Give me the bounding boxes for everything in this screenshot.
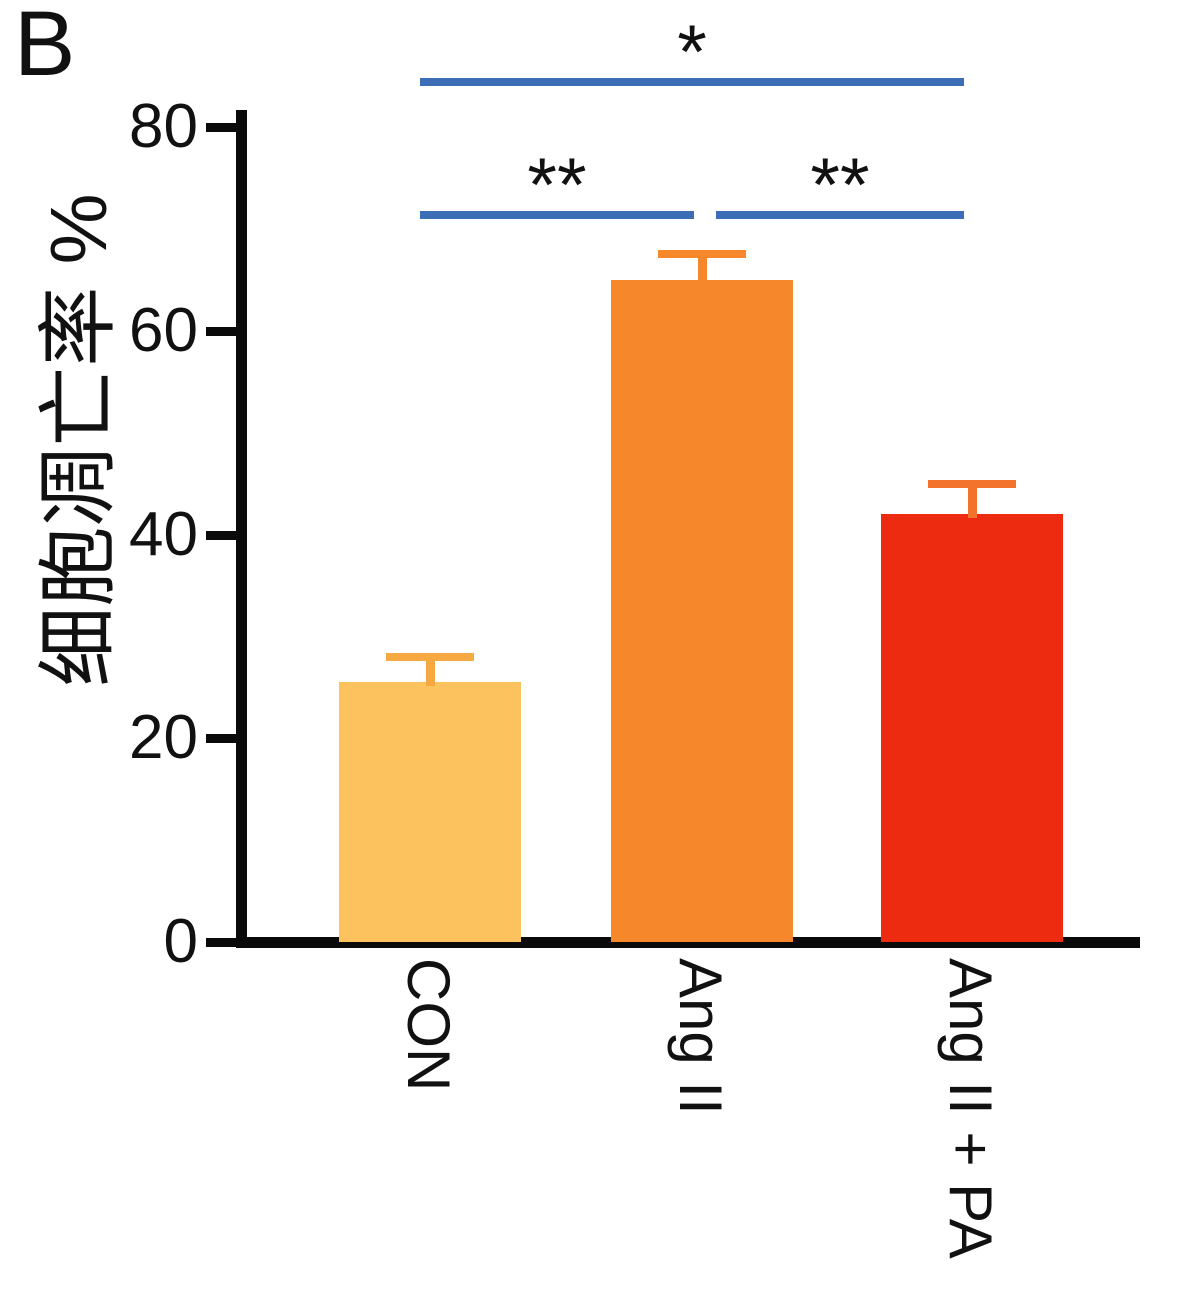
y-tick-label: 40 [129,499,198,569]
y-axis-tick [206,734,236,744]
y-tick-label: 0 [163,907,198,976]
significance-label: ** [810,142,870,228]
y-axis-line [236,110,247,948]
y-tick-label: 80 [129,92,198,161]
y-tick-label: 60 [129,295,198,365]
bar-error-stem [968,483,977,519]
y-tick-label: 20 [129,703,198,773]
significance-line [420,78,964,87]
y-axis-tick [206,326,236,336]
y-axis-tick [206,938,236,947]
bar [611,279,793,942]
significance-line [716,210,964,219]
x-axis-line [236,937,1140,948]
bar-error-stem [426,656,435,687]
x-category-label: Ang II [667,958,734,1115]
bar-error-stem [698,254,707,284]
x-category-label: CON [395,958,462,1092]
y-axis-label: 细胞凋亡率 % [34,193,123,687]
significance-label: * [677,10,707,96]
panel-label: B [14,0,76,95]
x-category-label: Ang II + PA [937,958,1004,1259]
bar-error-cap [928,479,1016,488]
bar [339,682,521,942]
bar-error-cap [658,250,746,259]
bar-error-cap [386,652,474,661]
y-axis-tick [206,530,236,540]
significance-line [420,210,694,219]
y-axis-tick [206,123,236,132]
significance-label: ** [527,142,587,228]
bar [881,514,1063,942]
